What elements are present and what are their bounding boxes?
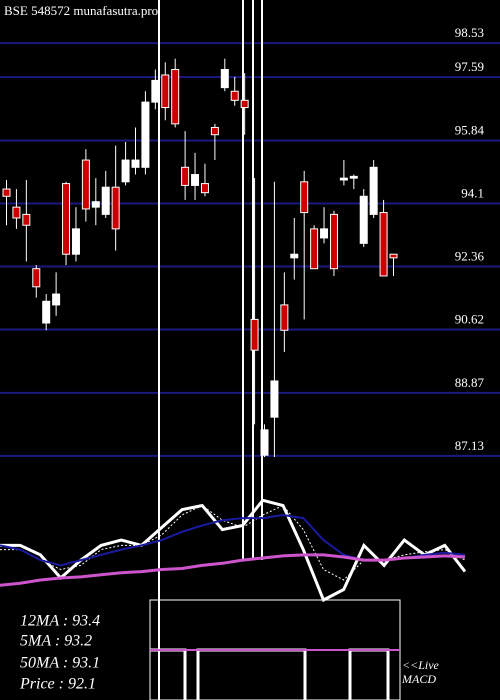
candle-body (379, 212, 388, 277)
y-tick-label: 97.59 (455, 59, 484, 74)
y-tick-label: 88.87 (455, 375, 485, 390)
candle-body (22, 213, 31, 226)
candle-body (349, 175, 358, 179)
y-tick-label: 92.36 (455, 249, 485, 264)
candle-body (12, 206, 21, 219)
candle-body (62, 183, 71, 255)
candle-body (300, 181, 309, 214)
candle-body (91, 201, 100, 208)
y-tick-label: 94.1 (461, 186, 484, 201)
candle-body (32, 268, 41, 288)
candle-body (191, 174, 200, 186)
info-label: 50MA : 93.1 (20, 655, 100, 672)
candle-body (329, 213, 338, 270)
candle-body (131, 159, 140, 168)
candle-body (71, 228, 80, 255)
candle-body (260, 429, 269, 456)
candle-body (290, 253, 299, 259)
candle-body (369, 166, 378, 215)
macd-label-box: <<Live MACD (402, 658, 439, 686)
macd-panel (149, 599, 401, 700)
candle-body (230, 90, 239, 101)
candle-body (359, 195, 368, 244)
candle-body (161, 74, 170, 109)
chart-title: BSE 548572 munafasutra.pro (4, 3, 158, 18)
candle-body (240, 99, 249, 109)
candle-body (270, 380, 279, 418)
candle-body (310, 228, 319, 270)
candle-body (220, 69, 229, 89)
candle-body (52, 293, 61, 306)
candle-body (81, 159, 90, 210)
candle-body (250, 318, 259, 351)
candle-body (121, 159, 130, 183)
y-tick-label: 90.62 (455, 312, 484, 327)
candle-body (151, 79, 160, 103)
candle-body (210, 126, 219, 136)
candle-body (200, 183, 209, 194)
candle-body (389, 253, 398, 259)
candles (2, 58, 398, 458)
candle-body (101, 186, 110, 215)
spikes (158, 0, 263, 700)
info-label: 12MA : 93.4 (20, 613, 100, 630)
y-tick-label: 98.53 (455, 25, 484, 40)
y-tick-label: 95.84 (455, 122, 485, 137)
candle-body (171, 69, 180, 125)
candle-body (181, 166, 190, 186)
candle-body (42, 300, 51, 324)
y-tick-label: 87.13 (455, 438, 484, 453)
candle-body (339, 177, 348, 181)
candle-body (141, 101, 150, 168)
candle-body (2, 188, 11, 197)
info-label: Price : 92.1 (19, 676, 96, 693)
candle-body (320, 228, 329, 239)
indicator (0, 498, 467, 603)
indicator-line (0, 553, 466, 587)
macd-label: <<Live MACD (402, 658, 439, 686)
candle-body (111, 186, 120, 230)
candle-body (280, 304, 289, 331)
info-label: 5MA : 93.2 (20, 633, 92, 650)
